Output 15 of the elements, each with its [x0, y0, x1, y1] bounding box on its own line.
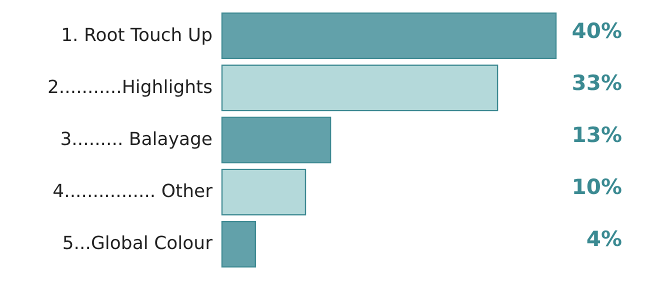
bar	[221, 116, 332, 164]
bar	[221, 64, 498, 112]
data-label: 40%	[572, 18, 622, 43]
y-tick-label: 4................ Other	[52, 181, 214, 202]
bar	[221, 220, 256, 268]
y-tick-label: 3......... Balayage	[60, 129, 212, 150]
data-label: 33%	[572, 70, 622, 95]
data-label: 13%	[572, 123, 622, 147]
bar	[221, 168, 306, 216]
data-label: 4%	[586, 227, 622, 252]
y-tick-label: 2...........Highlights	[47, 76, 212, 98]
data-label: 10%	[572, 175, 622, 200]
bar	[221, 12, 557, 60]
y-tick-label: 1. Root Touch Up	[61, 24, 212, 46]
y-tick-label: 5...Global Colour	[62, 233, 214, 254]
